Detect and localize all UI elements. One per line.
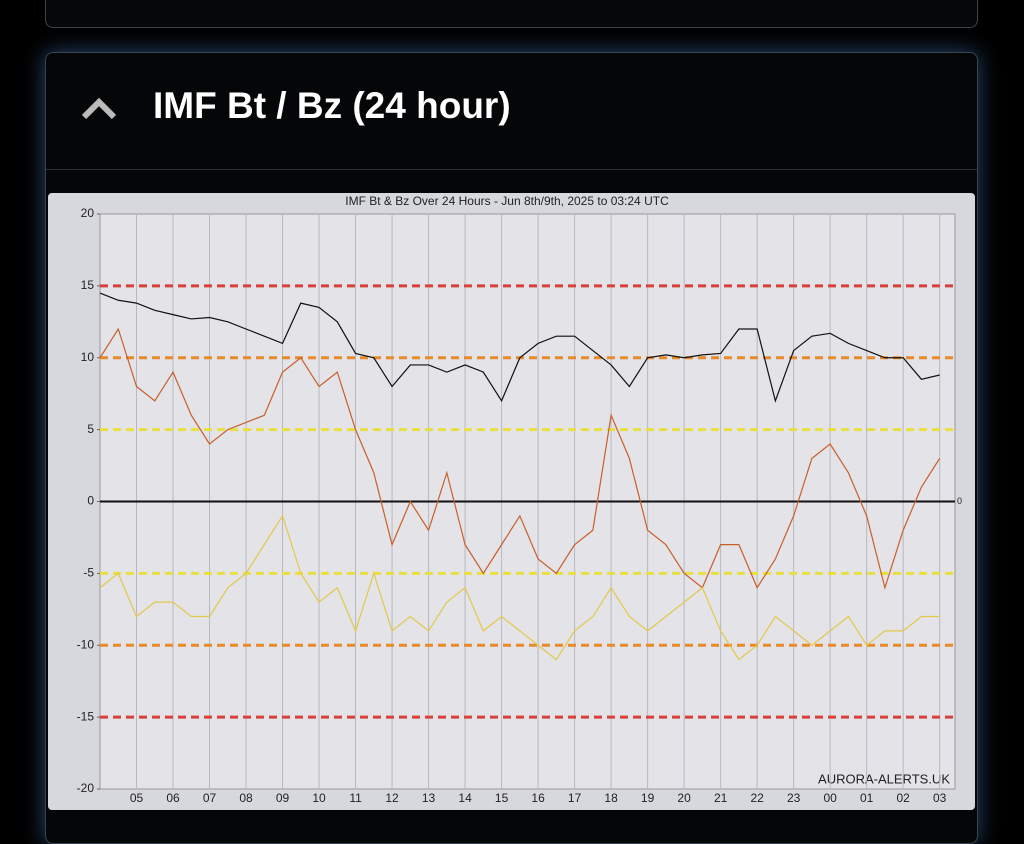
panel-header[interactable]: IMF Bt / Bz (24 hour) xyxy=(46,53,977,170)
y-tick-label: 5 xyxy=(87,422,94,436)
x-tick-label: 12 xyxy=(385,791,399,805)
x-tick-label: 13 xyxy=(422,791,436,805)
y-tick-label: -15 xyxy=(77,709,95,723)
chart: IMF Bt & Bz Over 24 Hours - Jun 8th/9th,… xyxy=(48,193,975,810)
y-tick-label: -20 xyxy=(77,781,95,795)
x-tick-label: 21 xyxy=(714,791,728,805)
watermark: AURORA-ALERTS.UK xyxy=(818,771,950,786)
x-tick-label: 07 xyxy=(203,791,217,805)
x-tick-label: 01 xyxy=(860,791,874,805)
annotation: 0 xyxy=(957,496,962,506)
x-tick-label: 09 xyxy=(276,791,290,805)
x-tick-label: 16 xyxy=(531,791,545,805)
series-line xyxy=(99,327,941,590)
x-tick-label: 10 xyxy=(312,791,326,805)
x-tick-label: 06 xyxy=(166,791,180,805)
y-tick-label: 20 xyxy=(81,206,95,220)
x-tick-label: 11 xyxy=(349,791,362,805)
y-tick-label: 15 xyxy=(81,278,95,292)
x-tick-label: 02 xyxy=(896,791,910,805)
x-tick-label: 23 xyxy=(787,791,801,805)
x-tick-label: 15 xyxy=(495,791,509,805)
x-tick-label: 17 xyxy=(568,791,582,805)
y-tick-label: 0 xyxy=(87,494,94,508)
x-tick-label: 18 xyxy=(604,791,618,805)
x-tick-label: 03 xyxy=(933,791,947,805)
series-line xyxy=(99,292,940,403)
x-tick-label: 20 xyxy=(677,791,691,805)
y-tick-label: -5 xyxy=(83,566,94,580)
previous-panel xyxy=(45,0,978,28)
x-tick-label: 22 xyxy=(750,791,764,805)
series-line xyxy=(99,514,940,661)
x-tick-label: 00 xyxy=(823,791,837,805)
y-tick-label: 10 xyxy=(81,350,95,364)
chart-title: IMF Bt & Bz Over 24 Hours - Jun 8th/9th,… xyxy=(345,194,669,208)
x-tick-label: 08 xyxy=(239,791,253,805)
collapse-chevron[interactable] xyxy=(80,95,118,123)
x-tick-label: 19 xyxy=(641,791,655,805)
x-tick-label: 14 xyxy=(458,791,472,805)
y-tick-label: -10 xyxy=(77,637,95,651)
panel-title: IMF Bt / Bz (24 hour) xyxy=(153,85,511,126)
x-tick-label: 05 xyxy=(130,791,144,805)
